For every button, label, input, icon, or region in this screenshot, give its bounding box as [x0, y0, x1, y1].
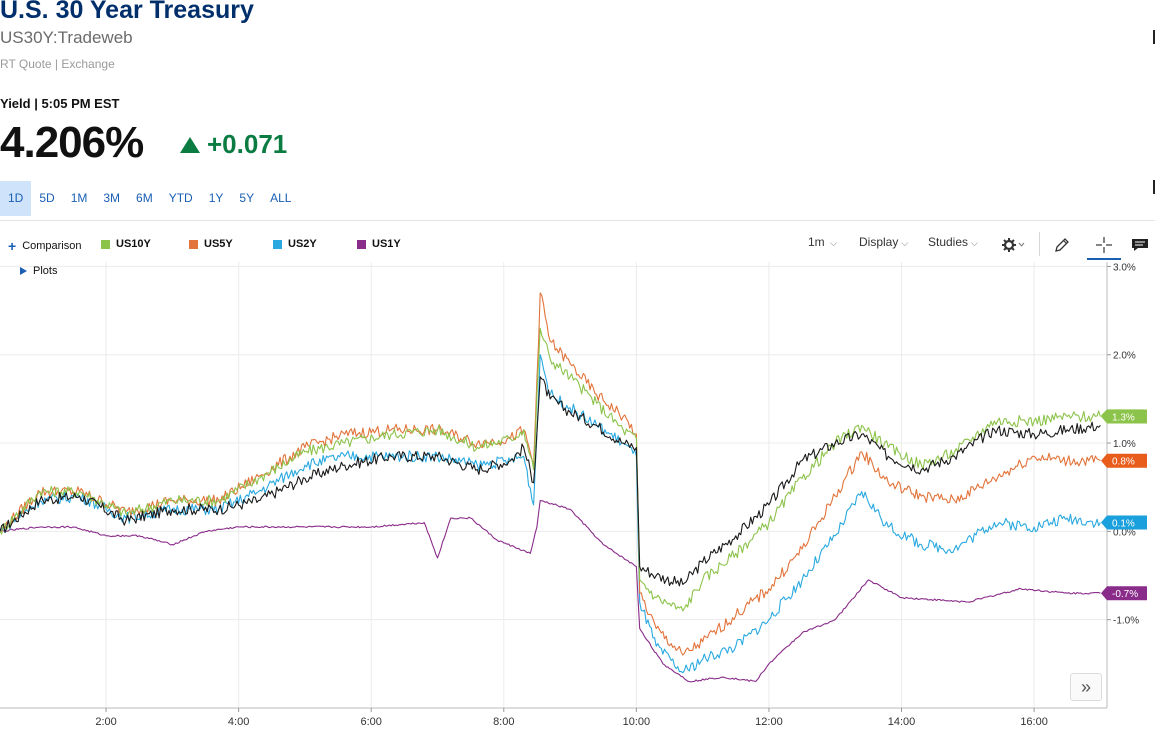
last-value-label-us10y: 1.3%	[1112, 413, 1135, 424]
y-tick-label: 3.0%	[1113, 262, 1136, 273]
range-tab-1m[interactable]: 1M	[70, 191, 88, 205]
legend-label: US5Y	[204, 238, 233, 250]
legend-item-us1y[interactable]: US1Y	[357, 238, 401, 250]
legend-swatch	[273, 239, 282, 249]
comment-icon	[1132, 239, 1148, 251]
yield-timestamp: Yield | 5:05 PM EST	[0, 96, 120, 111]
interval-dropdown[interactable]: 1m ⌵	[808, 235, 837, 249]
comparison-button[interactable]: + Comparison	[8, 238, 82, 254]
range-tab-ytd[interactable]: YTD	[168, 191, 193, 205]
x-tick-label: 14:00	[888, 716, 916, 728]
symbol-label: US30Y:Tradeweb	[0, 28, 133, 47]
window-edge-mark	[1153, 30, 1155, 44]
draw-button[interactable]	[1047, 230, 1077, 260]
expand-chevrons-icon: »	[1080, 676, 1091, 697]
expand-panel-button[interactable]: »	[1070, 673, 1102, 701]
window-edge-mark	[1153, 180, 1155, 194]
change-value: +0.071	[207, 129, 288, 159]
price-value: 4.206%	[0, 118, 144, 167]
series-line-us1y	[0, 499, 1101, 683]
yield-chart[interactable]: 2:00 4:00 6:00 8:00 10:00 12:00 14:00 16:00 3.0%…	[0, 262, 1155, 730]
time-range-tabs: 1D 5D 1M 3M 6M YTD 1Y 5Y ALL	[0, 181, 299, 216]
divider	[0, 220, 1155, 221]
range-tab-all[interactable]: ALL	[270, 191, 292, 205]
legend-label: US2Y	[288, 238, 317, 250]
quote-type-label: RT Quote | Exchange	[0, 57, 115, 71]
up-arrow-icon	[180, 136, 200, 153]
last-value-tag-us1y	[1101, 586, 1147, 601]
studies-label: Studies	[928, 235, 969, 249]
legend-swatch	[357, 239, 366, 249]
series-line-us2y	[0, 354, 1101, 674]
legend-swatch	[101, 239, 110, 249]
crosshair-button[interactable]	[1089, 230, 1119, 260]
range-tab-5d[interactable]: 5D	[39, 191, 55, 205]
crosshair-icon	[1096, 237, 1112, 253]
x-tick-label: 12:00	[755, 716, 783, 728]
settings-button[interactable]	[998, 230, 1028, 260]
chevron-down-icon: ⌵	[901, 238, 909, 248]
crosshair-active-indicator	[1087, 258, 1121, 260]
y-tick-label: -1.0%	[1113, 616, 1139, 627]
page-title: U.S. 30 Year Treasury	[0, 0, 254, 24]
comments-button[interactable]	[1125, 230, 1155, 260]
chevron-down-icon: ⌵	[971, 238, 978, 248]
x-tick-label: 4:00	[228, 716, 249, 728]
last-value-label-us5y: 0.8%	[1112, 457, 1135, 468]
interval-label: 1m	[808, 235, 825, 249]
y-tick-label: 0.0%	[1113, 527, 1136, 538]
last-value-label-us2y: 0.1%	[1112, 519, 1135, 530]
legend-item-us2y[interactable]: US2Y	[273, 238, 317, 250]
price-change: +0.071	[180, 129, 287, 160]
x-tick-label: 6:00	[360, 716, 381, 728]
gear-icon	[1002, 238, 1025, 252]
last-value-tag-us2y	[1101, 515, 1147, 530]
plots-toggle[interactable]: Plots	[20, 265, 57, 277]
legend-label: US1Y	[372, 238, 401, 250]
last-value-tag-us10y	[1101, 409, 1147, 424]
display-label: Display	[859, 235, 899, 249]
chevron-down-icon: ⌵	[827, 238, 837, 248]
comparison-label: Comparison	[22, 240, 82, 252]
pencil-icon	[1055, 238, 1069, 252]
range-tab-1y[interactable]: 1Y	[208, 191, 224, 205]
range-tab-5y[interactable]: 5Y	[239, 191, 255, 205]
play-icon	[20, 267, 27, 275]
last-value-label-us1y: -0.7%	[1112, 589, 1138, 600]
plus-icon: +	[8, 238, 17, 254]
legend-item-us5y[interactable]: US5Y	[189, 238, 233, 250]
chart-toolbar: + Comparison US10Y US5Y US2Y US1Y 1m ⌵ D…	[0, 230, 1155, 260]
x-tick-label: 16:00	[1020, 716, 1048, 728]
series-line-us5y	[0, 292, 1101, 656]
range-tab-6m[interactable]: 6M	[136, 191, 153, 205]
x-tick-label: 2:00	[95, 716, 116, 728]
x-tick-label: 8:00	[493, 716, 514, 728]
range-tab-1d[interactable]: 1D	[0, 181, 32, 216]
x-tick-label: 10:00	[623, 716, 651, 728]
plots-label: Plots	[33, 265, 58, 277]
series-line-us30y	[0, 376, 1101, 587]
legend-label: US10Y	[116, 238, 151, 250]
series-line-us10y	[0, 327, 1101, 612]
last-value-tag-us5y	[1101, 453, 1147, 468]
range-tab-3m[interactable]: 3M	[103, 191, 121, 205]
y-tick-label: 1.0%	[1113, 439, 1136, 450]
toolbar-separator	[1039, 232, 1040, 256]
y-tick-label: 2.0%	[1113, 351, 1136, 362]
display-dropdown[interactable]: Display ⌵	[859, 235, 908, 249]
studies-dropdown[interactable]: Studies ⌵	[928, 235, 978, 249]
legend-swatch	[189, 239, 198, 249]
legend-item-us10y[interactable]: US10Y	[101, 238, 151, 250]
